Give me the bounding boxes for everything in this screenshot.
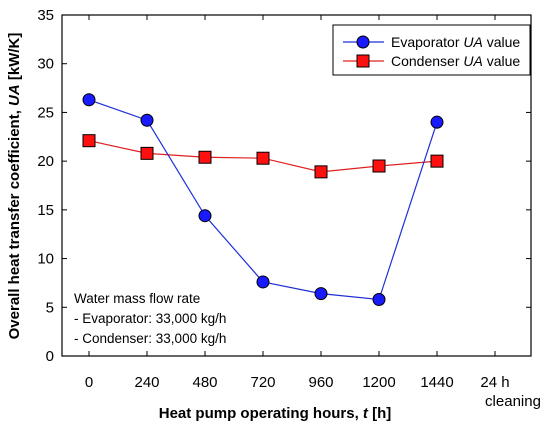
x-tick-label: 1200 [362, 374, 395, 391]
y-tick-label: 15 [37, 202, 54, 219]
x-axis: 0 240 480 720 960 1200 1440 24 h cleaning [85, 15, 541, 410]
x-axis-title: Heat pump operating hours, t [h] [159, 405, 392, 422]
legend-marker-circle [356, 35, 370, 49]
condenser-point [82, 134, 96, 148]
series-layer [82, 93, 444, 306]
evaporator-point [198, 209, 212, 223]
x-tick-label: 720 [250, 374, 275, 391]
y-axis: 0 5 10 15 20 25 30 35 [37, 7, 531, 365]
condenser-point [314, 165, 328, 179]
x-tick-label: 24 h [480, 374, 509, 391]
y-tick-label: 25 [37, 104, 54, 121]
legend-label: Evaporator UA value [391, 34, 520, 50]
y-tick-label: 10 [37, 251, 54, 268]
y-tick-label: 20 [37, 153, 54, 170]
annotation-line: Water mass flow rate [74, 291, 200, 306]
x-tick-label: 480 [192, 374, 217, 391]
annotation-line: - Condenser: 33,000 kg/h [74, 331, 226, 346]
annotation-line: - Evaporator: 33,000 kg/h [74, 311, 226, 326]
x-tick-label: 0 [85, 374, 93, 391]
legend-marker-square [356, 54, 370, 68]
evaporator-point [256, 275, 270, 289]
annotation: Water mass flow rate - Evaporator: 33,000… [74, 291, 226, 346]
evaporator-point [314, 287, 328, 301]
evaporator-point [140, 113, 154, 127]
condenser-point [372, 159, 386, 173]
x-tick-label-line2: cleaning [485, 393, 541, 410]
evaporator-point [372, 292, 386, 306]
y-axis-title: Overall heat transfer coefficient, UA [k… [6, 33, 23, 340]
legend: Evaporator UA value Condenser UA value [343, 34, 520, 69]
y-tick-label: 5 [46, 299, 54, 316]
condenser-point [256, 151, 270, 165]
x-tick-label: 240 [134, 374, 159, 391]
y-tick-label: 0 [46, 348, 54, 365]
y-tick-label: 35 [37, 7, 54, 24]
y-tick-label: 30 [37, 56, 54, 73]
condenser-point [198, 150, 212, 164]
legend-label: Condenser UA value [391, 53, 520, 69]
condenser-point [140, 146, 154, 160]
x-tick-label: 960 [308, 374, 333, 391]
evaporator-point [82, 93, 96, 107]
evaporator-point [430, 115, 444, 129]
x-tick-label: 1440 [420, 374, 453, 391]
condenser-point [430, 154, 444, 168]
